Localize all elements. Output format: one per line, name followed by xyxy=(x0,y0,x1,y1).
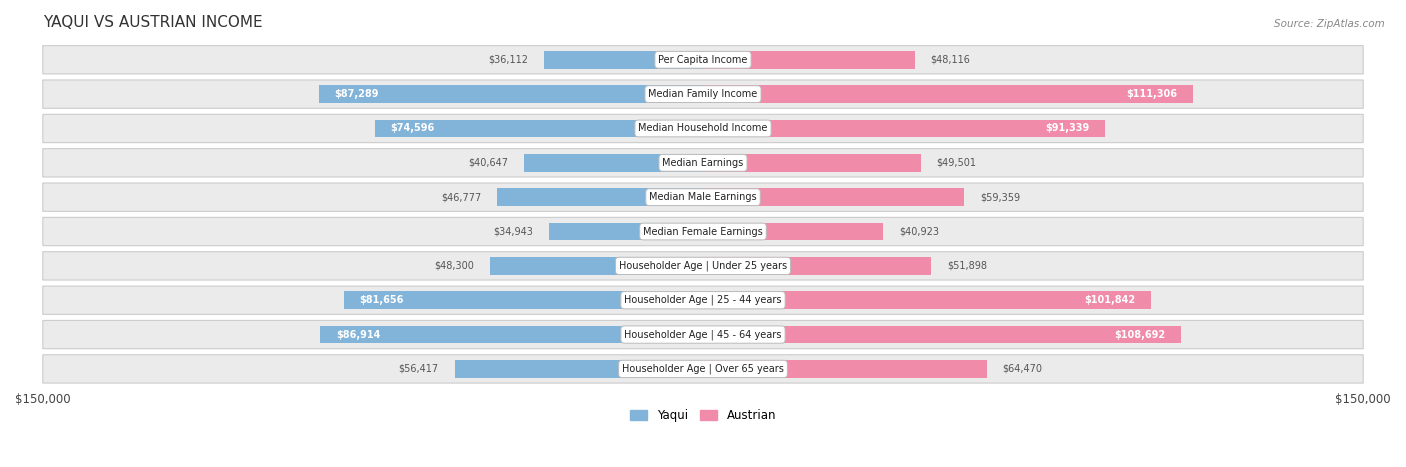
Text: $74,596: $74,596 xyxy=(391,123,434,134)
Text: $81,656: $81,656 xyxy=(360,295,404,305)
Legend: Yaqui, Austrian: Yaqui, Austrian xyxy=(624,404,782,427)
Text: $40,647: $40,647 xyxy=(468,158,508,168)
FancyBboxPatch shape xyxy=(42,80,1364,108)
Bar xyxy=(550,223,703,240)
Bar xyxy=(703,257,931,275)
Text: YAQUI VS AUSTRIAN INCOME: YAQUI VS AUSTRIAN INCOME xyxy=(42,15,263,30)
Bar xyxy=(703,223,883,240)
Bar xyxy=(703,120,1105,137)
FancyBboxPatch shape xyxy=(42,286,1364,314)
Bar xyxy=(703,51,915,69)
Text: $49,501: $49,501 xyxy=(936,158,977,168)
Text: $108,692: $108,692 xyxy=(1115,330,1166,340)
Text: $86,914: $86,914 xyxy=(336,330,381,340)
Bar xyxy=(703,85,1192,103)
Bar xyxy=(544,51,703,69)
Bar xyxy=(374,120,703,137)
Text: Median Household Income: Median Household Income xyxy=(638,123,768,134)
Bar xyxy=(454,360,703,378)
FancyBboxPatch shape xyxy=(42,46,1364,74)
Text: $101,842: $101,842 xyxy=(1084,295,1136,305)
FancyBboxPatch shape xyxy=(42,149,1364,177)
Bar xyxy=(703,154,921,171)
Bar xyxy=(703,189,965,206)
Bar xyxy=(703,360,987,378)
Bar xyxy=(321,326,703,343)
Text: $48,116: $48,116 xyxy=(931,55,970,65)
Text: $87,289: $87,289 xyxy=(335,89,380,99)
Text: Householder Age | 25 - 44 years: Householder Age | 25 - 44 years xyxy=(624,295,782,305)
Text: Householder Age | 45 - 64 years: Householder Age | 45 - 64 years xyxy=(624,329,782,340)
Text: Householder Age | Under 25 years: Householder Age | Under 25 years xyxy=(619,261,787,271)
Text: $34,943: $34,943 xyxy=(494,226,533,236)
Text: Median Earnings: Median Earnings xyxy=(662,158,744,168)
Bar xyxy=(319,85,703,103)
FancyBboxPatch shape xyxy=(42,320,1364,349)
FancyBboxPatch shape xyxy=(42,183,1364,212)
FancyBboxPatch shape xyxy=(42,252,1364,280)
Text: $91,339: $91,339 xyxy=(1045,123,1090,134)
FancyBboxPatch shape xyxy=(42,355,1364,383)
Text: Median Female Earnings: Median Female Earnings xyxy=(643,226,763,236)
Text: Median Family Income: Median Family Income xyxy=(648,89,758,99)
Bar xyxy=(524,154,703,171)
Text: $48,300: $48,300 xyxy=(434,261,475,271)
Text: $111,306: $111,306 xyxy=(1126,89,1177,99)
Text: Source: ZipAtlas.com: Source: ZipAtlas.com xyxy=(1274,19,1385,28)
Text: $40,923: $40,923 xyxy=(898,226,939,236)
Bar xyxy=(343,291,703,309)
Text: $46,777: $46,777 xyxy=(441,192,481,202)
Text: $36,112: $36,112 xyxy=(488,55,529,65)
Text: $59,359: $59,359 xyxy=(980,192,1021,202)
FancyBboxPatch shape xyxy=(42,114,1364,142)
Bar xyxy=(703,291,1152,309)
Text: $51,898: $51,898 xyxy=(948,261,987,271)
Text: Median Male Earnings: Median Male Earnings xyxy=(650,192,756,202)
Bar xyxy=(498,189,703,206)
Text: Per Capita Income: Per Capita Income xyxy=(658,55,748,65)
Text: $64,470: $64,470 xyxy=(1002,364,1043,374)
Text: $56,417: $56,417 xyxy=(399,364,439,374)
Bar xyxy=(491,257,703,275)
Text: Householder Age | Over 65 years: Householder Age | Over 65 years xyxy=(621,364,785,374)
Bar xyxy=(703,326,1181,343)
FancyBboxPatch shape xyxy=(42,217,1364,246)
